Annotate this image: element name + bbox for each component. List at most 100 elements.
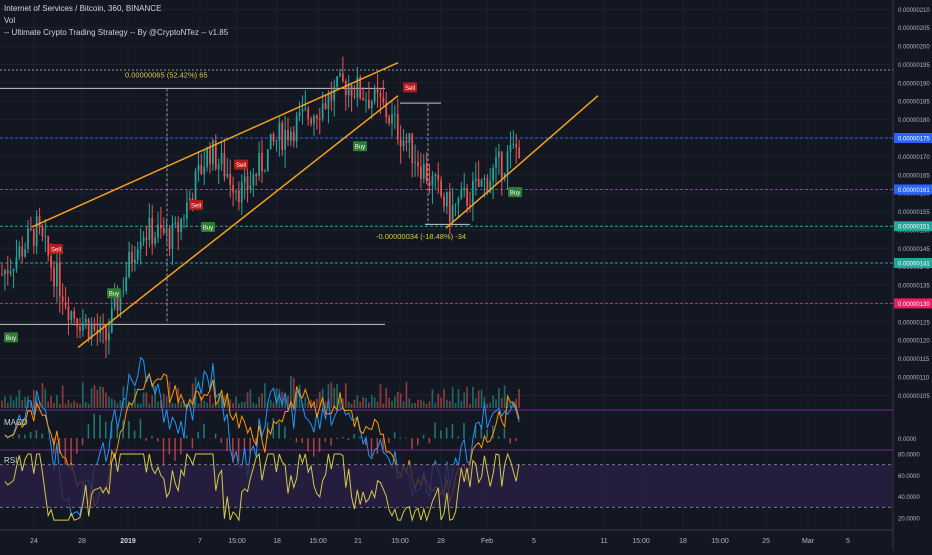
rsi-axis-label: 80.0000 (898, 453, 920, 459)
volume-bar (105, 392, 107, 408)
candle-body (174, 222, 177, 224)
candle-body (278, 122, 281, 141)
candle-body (162, 227, 165, 234)
candle-body (295, 115, 298, 142)
macd-histogram-bar (255, 438, 257, 446)
candle-body (457, 198, 460, 204)
volume-bar (362, 397, 364, 408)
candle-body (165, 228, 168, 234)
candle-body (99, 323, 102, 334)
signal-buy-label: Buy (355, 145, 365, 151)
candle-body (24, 249, 26, 257)
candle-body (370, 101, 373, 109)
macd-histogram-bar (301, 438, 303, 444)
time-axis-label: 18 (273, 538, 281, 545)
macd-histogram-bar (417, 438, 419, 446)
macd-histogram-bar (480, 426, 483, 439)
volume-bar (180, 401, 182, 408)
candle-body (368, 99, 370, 109)
price-axis-label: 0.00000190 (898, 81, 930, 87)
volume-bar (73, 400, 76, 408)
trendline-upper (31, 61, 399, 228)
volume-bar (203, 400, 206, 408)
volume-bar (113, 400, 116, 408)
candle-body (197, 164, 200, 172)
price-axis-label: 0.00000185 (898, 100, 930, 106)
signal-buy-label: Buy (510, 191, 520, 197)
volume-bar (32, 389, 35, 408)
signal-buy-badge (353, 141, 367, 152)
candle-body (1, 274, 3, 275)
macd-histogram-bar (116, 427, 119, 439)
macd-histogram-bar (220, 438, 223, 444)
volume-bar (391, 401, 393, 408)
candle-body (186, 202, 188, 219)
volume-bar (243, 401, 246, 408)
volume-bar (261, 393, 263, 408)
price-axis-label: 0.00000105 (898, 394, 930, 400)
volume-bar (370, 395, 373, 408)
volume-bar (70, 402, 73, 408)
volume-bar (226, 397, 229, 408)
candle-body (498, 151, 500, 158)
candle-body (275, 140, 278, 142)
volume-bar (431, 389, 434, 408)
candle-body (469, 205, 471, 207)
volume-bar (90, 388, 93, 408)
candle-body (203, 167, 206, 175)
candle-body (171, 223, 174, 250)
macd-histogram-bar (353, 433, 355, 439)
candle-body (486, 178, 489, 193)
volume-bar (408, 398, 411, 408)
candle-body (506, 151, 509, 174)
volume-bar (264, 383, 266, 408)
macd-histogram-bar (509, 438, 511, 444)
macd-histogram-bar (226, 438, 228, 452)
candle-body (209, 146, 211, 165)
macd-histogram-bar (197, 432, 199, 439)
volume-bar (469, 403, 471, 408)
volume-bar (472, 386, 474, 408)
time-axis-label: Mar (802, 538, 815, 545)
candle-body (220, 153, 223, 165)
candle-body (440, 180, 442, 197)
volume-bar (365, 397, 367, 408)
time-axis-label: 24 (30, 538, 38, 545)
price-axis-label: 0.00000210 (898, 8, 930, 14)
candle-body (451, 204, 454, 222)
volume-bar (165, 396, 168, 408)
vol-label: Vol (4, 16, 16, 25)
candle-body (359, 77, 362, 98)
candle-body (411, 133, 414, 163)
volume-bar (446, 399, 448, 408)
candle-body (399, 139, 402, 147)
candle-body (292, 131, 295, 142)
time-axis-label: 2019 (120, 538, 136, 545)
price-level-tag-label: 0.00000161 (898, 188, 930, 194)
volume-bar (460, 400, 463, 408)
macd-histogram-bar (237, 438, 240, 462)
time-axis-label: 28 (437, 538, 445, 545)
macd-histogram-bar (191, 438, 194, 449)
volume-bar (292, 377, 295, 408)
macd-histogram-bar (318, 438, 321, 452)
macd-histogram-bar (214, 433, 217, 439)
volume-bar (307, 402, 310, 408)
signal-sell-badge (403, 82, 417, 93)
time-axis-label: 5 (846, 538, 850, 545)
candle-body (350, 84, 353, 97)
volume-bar (53, 402, 55, 408)
candle-body (518, 147, 520, 159)
candle-body (131, 252, 133, 263)
macd-histogram-bar (76, 438, 78, 454)
candle-body (61, 296, 64, 303)
candle-body (301, 109, 304, 112)
price-axis-label: 0.00000120 (898, 339, 930, 345)
macd-histogram-bar (359, 436, 361, 439)
volume-bar (50, 395, 52, 408)
macd-histogram-bar (232, 438, 234, 463)
candle-body (422, 163, 425, 179)
macd-histogram-bar (29, 432, 32, 439)
